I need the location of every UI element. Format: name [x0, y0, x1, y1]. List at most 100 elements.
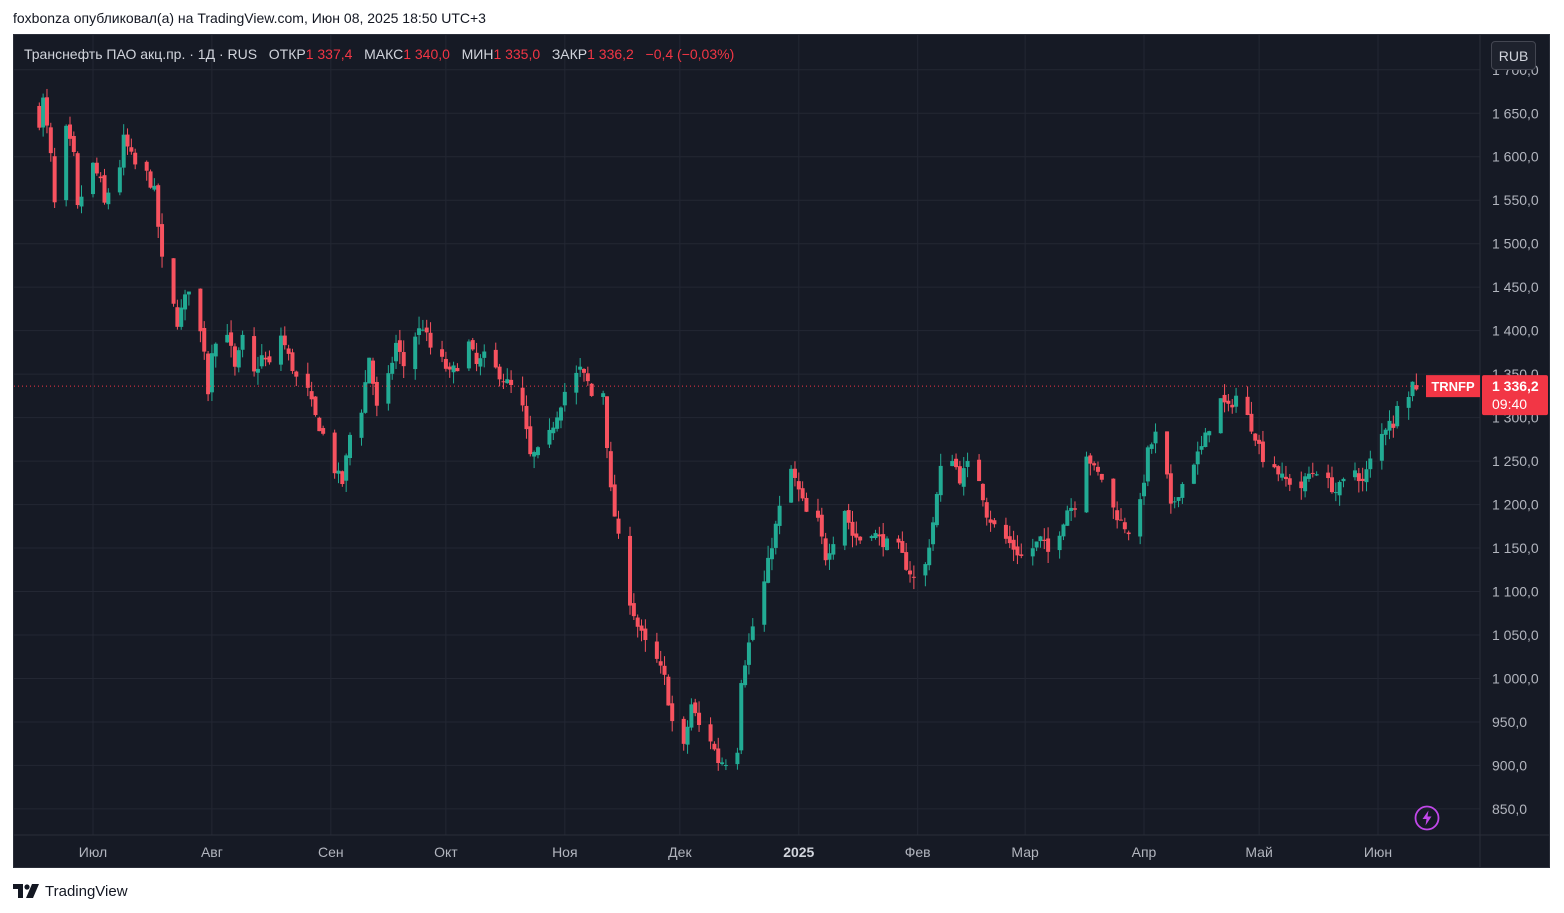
candle-body: [236, 350, 241, 368]
candle-body: [1057, 535, 1062, 551]
legend-open-label: ОТКР: [268, 46, 306, 62]
legend-interval[interactable]: 1Д: [197, 46, 216, 62]
x-tick-label: Авг: [201, 844, 223, 860]
candle-body: [666, 676, 671, 706]
candle-body: [317, 417, 322, 432]
candle: [980, 483, 985, 507]
candle-body: [344, 455, 349, 481]
candle: [1283, 465, 1288, 487]
candle: [957, 460, 962, 486]
candle: [428, 322, 433, 355]
candle: [666, 674, 671, 706]
candle: [693, 698, 698, 717]
candle-body: [631, 603, 636, 617]
candle-body: [716, 748, 721, 763]
candle: [1226, 393, 1231, 412]
candle: [950, 454, 955, 467]
candle-body: [1172, 501, 1177, 503]
legend-open-value: 1 337,4: [305, 46, 353, 62]
candle: [1356, 468, 1361, 493]
candle-body: [1395, 405, 1400, 427]
candle-body: [558, 407, 563, 421]
candle: [282, 326, 287, 350]
candle-body: [950, 461, 955, 467]
legend-high-value: 1 340,0: [403, 46, 450, 62]
candle: [1084, 451, 1089, 513]
candle: [71, 131, 76, 157]
candle: [532, 450, 537, 469]
candle: [470, 337, 475, 351]
candle: [777, 495, 782, 535]
candle-body: [474, 352, 479, 364]
candle-body: [71, 135, 76, 153]
candle: [133, 148, 138, 170]
candle: [977, 454, 982, 482]
author-name[interactable]: foxbonza: [13, 10, 70, 26]
candle: [79, 185, 84, 214]
candle: [585, 366, 590, 386]
legend-symbol[interactable]: Транснефть ПАО акц.пр.: [24, 46, 186, 62]
candle: [67, 116, 72, 146]
candle: [911, 565, 916, 590]
candle: [800, 481, 805, 502]
legend-close-label: ЗАКР: [551, 46, 588, 62]
candle-body: [278, 335, 283, 365]
candle: [681, 716, 686, 751]
candle: [578, 358, 583, 378]
candle-body: [290, 352, 295, 372]
candle-body: [585, 373, 590, 382]
candle: [1379, 423, 1384, 470]
candle-body: [612, 484, 617, 517]
candle: [482, 344, 487, 368]
candle-body: [447, 366, 452, 370]
candle-body: [175, 307, 180, 327]
candle: [386, 365, 391, 411]
candle: [259, 344, 264, 369]
candle: [1176, 497, 1181, 508]
chart-panel[interactable]: 1 700,01 650,01 600,01 550,01 500,01 450…: [13, 34, 1550, 868]
lightning-bolt-icon[interactable]: [1414, 805, 1440, 831]
candle: [413, 332, 418, 380]
candle: [900, 531, 905, 554]
candle-body: [229, 332, 234, 346]
candle-body: [961, 468, 966, 487]
candle-body: [1003, 524, 1008, 539]
candle-body: [1126, 532, 1131, 535]
candle: [252, 327, 257, 377]
candle: [1203, 427, 1208, 448]
candle-body: [213, 343, 218, 357]
candle: [1306, 466, 1311, 482]
candle: [654, 632, 659, 663]
candle-body: [689, 704, 694, 728]
candle-body: [815, 510, 820, 518]
candle-body: [232, 346, 237, 367]
candle: [1303, 473, 1308, 498]
candle: [75, 151, 80, 209]
candle-body: [206, 353, 211, 395]
candle-body: [171, 258, 176, 304]
candle: [1057, 531, 1062, 559]
candle-body: [792, 468, 797, 478]
price-chart[interactable]: 1 700,01 650,01 600,01 550,01 500,01 450…: [14, 35, 1549, 867]
tradingview-logo-icon: [13, 884, 39, 898]
candle: [290, 348, 295, 374]
candle: [708, 717, 713, 750]
candle-body: [413, 336, 418, 370]
candle-body: [769, 548, 774, 560]
candle: [255, 356, 260, 385]
candle-body: [643, 628, 648, 641]
candle: [616, 510, 621, 539]
candle: [344, 453, 349, 492]
candle-body: [417, 328, 422, 335]
candle-body: [94, 162, 99, 174]
tradingview-footer[interactable]: TradingView: [13, 881, 128, 901]
candle: [509, 370, 514, 394]
publish-info: foxbonza опубликовал(а) на TradingView.c…: [13, 10, 486, 26]
candle: [831, 536, 836, 560]
candle: [1180, 482, 1185, 504]
candle-body: [374, 381, 379, 406]
currency-button[interactable]: RUB: [1491, 41, 1536, 70]
candle: [466, 339, 471, 371]
candle: [601, 390, 606, 405]
candle: [984, 497, 989, 526]
